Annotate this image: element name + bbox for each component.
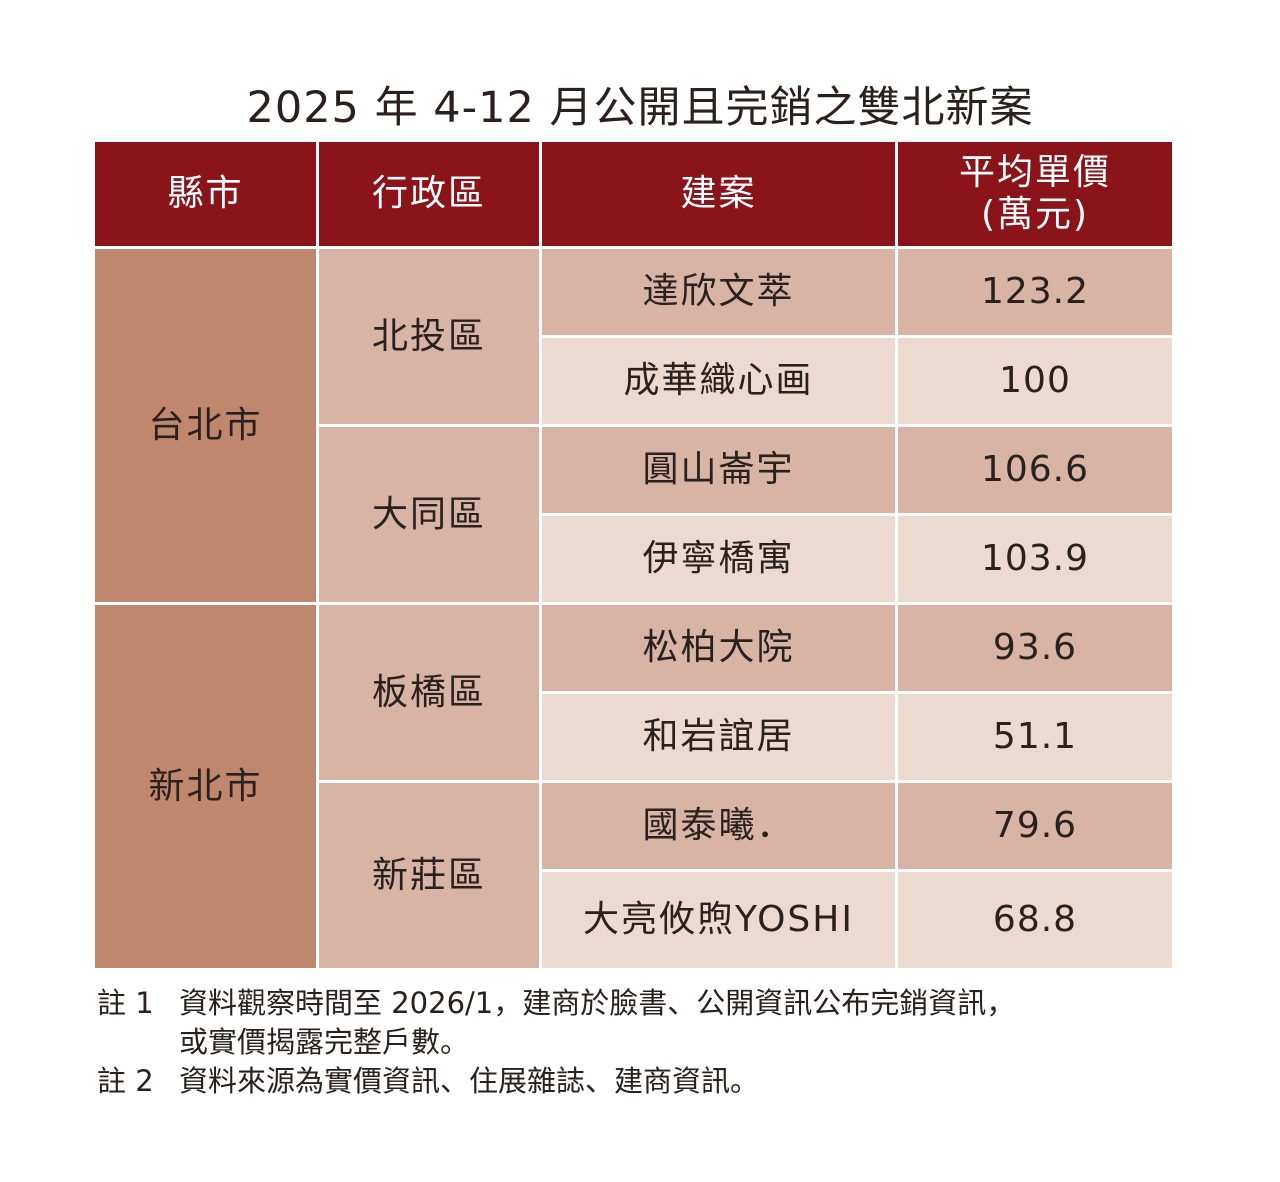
price-cell: 103.9 (898, 516, 1172, 602)
project-name-cell: 松柏大院 (542, 605, 895, 691)
price-cell: 100 (898, 338, 1172, 424)
project-name-cell: 國泰曦． (542, 783, 895, 869)
price-cell: 106.6 (898, 427, 1172, 513)
project-name-cell: 圓山崙宇 (542, 427, 895, 513)
price-cell: 123.2 (898, 249, 1172, 335)
header-price-line1: 平均單價 (958, 152, 1111, 193)
price-cell: 68.8 (898, 872, 1172, 968)
district-cell: 大同區 (319, 427, 539, 602)
footnote-line: 註 2 資料來源為實價資訊、住展雜誌、建商資訊。 (97, 1062, 1015, 1101)
footnote-text: 或實價揭露完整戶數。 (179, 1025, 470, 1059)
footnote-text: 資料來源為實價資訊、住展雜誌、建商資訊。 (179, 1064, 760, 1098)
district-cell: 新莊區 (319, 783, 539, 968)
header-price-line2: (萬元) (980, 194, 1090, 235)
project-name-cell: 達欣文萃 (542, 249, 895, 335)
price-cell: 51.1 (898, 694, 1172, 780)
data-table: 縣市 行政區 建案 平均單價 (萬元) 台北市 北投區 達欣文萃 123.2 成華織心画… (95, 142, 1172, 968)
header-city: 縣市 (95, 142, 316, 246)
header-project: 建案 (542, 142, 895, 246)
header-price: 平均單價 (萬元) (898, 142, 1172, 246)
price-cell: 93.6 (898, 605, 1172, 691)
table-title: 2025 年 4-12 月公開且完銷之雙北新案 (246, 83, 1034, 133)
footnote-line: 或實價揭露完整戶數。 (97, 1023, 1015, 1062)
footnote-line: 註 1 資料觀察時間至 2026/1，建商於臉書、公開資訊公布完銷資訊， (97, 984, 1015, 1023)
project-name-cell: 伊寧橋寓 (542, 516, 895, 602)
city-cell: 新北市 (95, 605, 316, 968)
district-cell: 北投區 (319, 249, 539, 424)
project-name-cell: 大亮攸煦YOSHI (542, 872, 895, 968)
header-district: 行政區 (319, 142, 539, 246)
footnotes: 註 1 資料觀察時間至 2026/1，建商於臉書、公開資訊公布完銷資訊， 或實價揭露… (97, 984, 1015, 1101)
footnote-text: 資料觀察時間至 2026/1，建商於臉書、公開資訊公布完銷資訊， (179, 986, 1016, 1020)
footnote-label: 註 1 (97, 986, 154, 1020)
district-cell: 板橋區 (319, 605, 539, 780)
price-cell: 79.6 (898, 783, 1172, 869)
city-cell: 台北市 (95, 249, 316, 602)
footnote-label: 註 2 (97, 1064, 154, 1098)
project-name-cell: 成華織心画 (542, 338, 895, 424)
project-name-cell: 和岩誼居 (542, 694, 895, 780)
footnote-label (97, 1023, 179, 1062)
